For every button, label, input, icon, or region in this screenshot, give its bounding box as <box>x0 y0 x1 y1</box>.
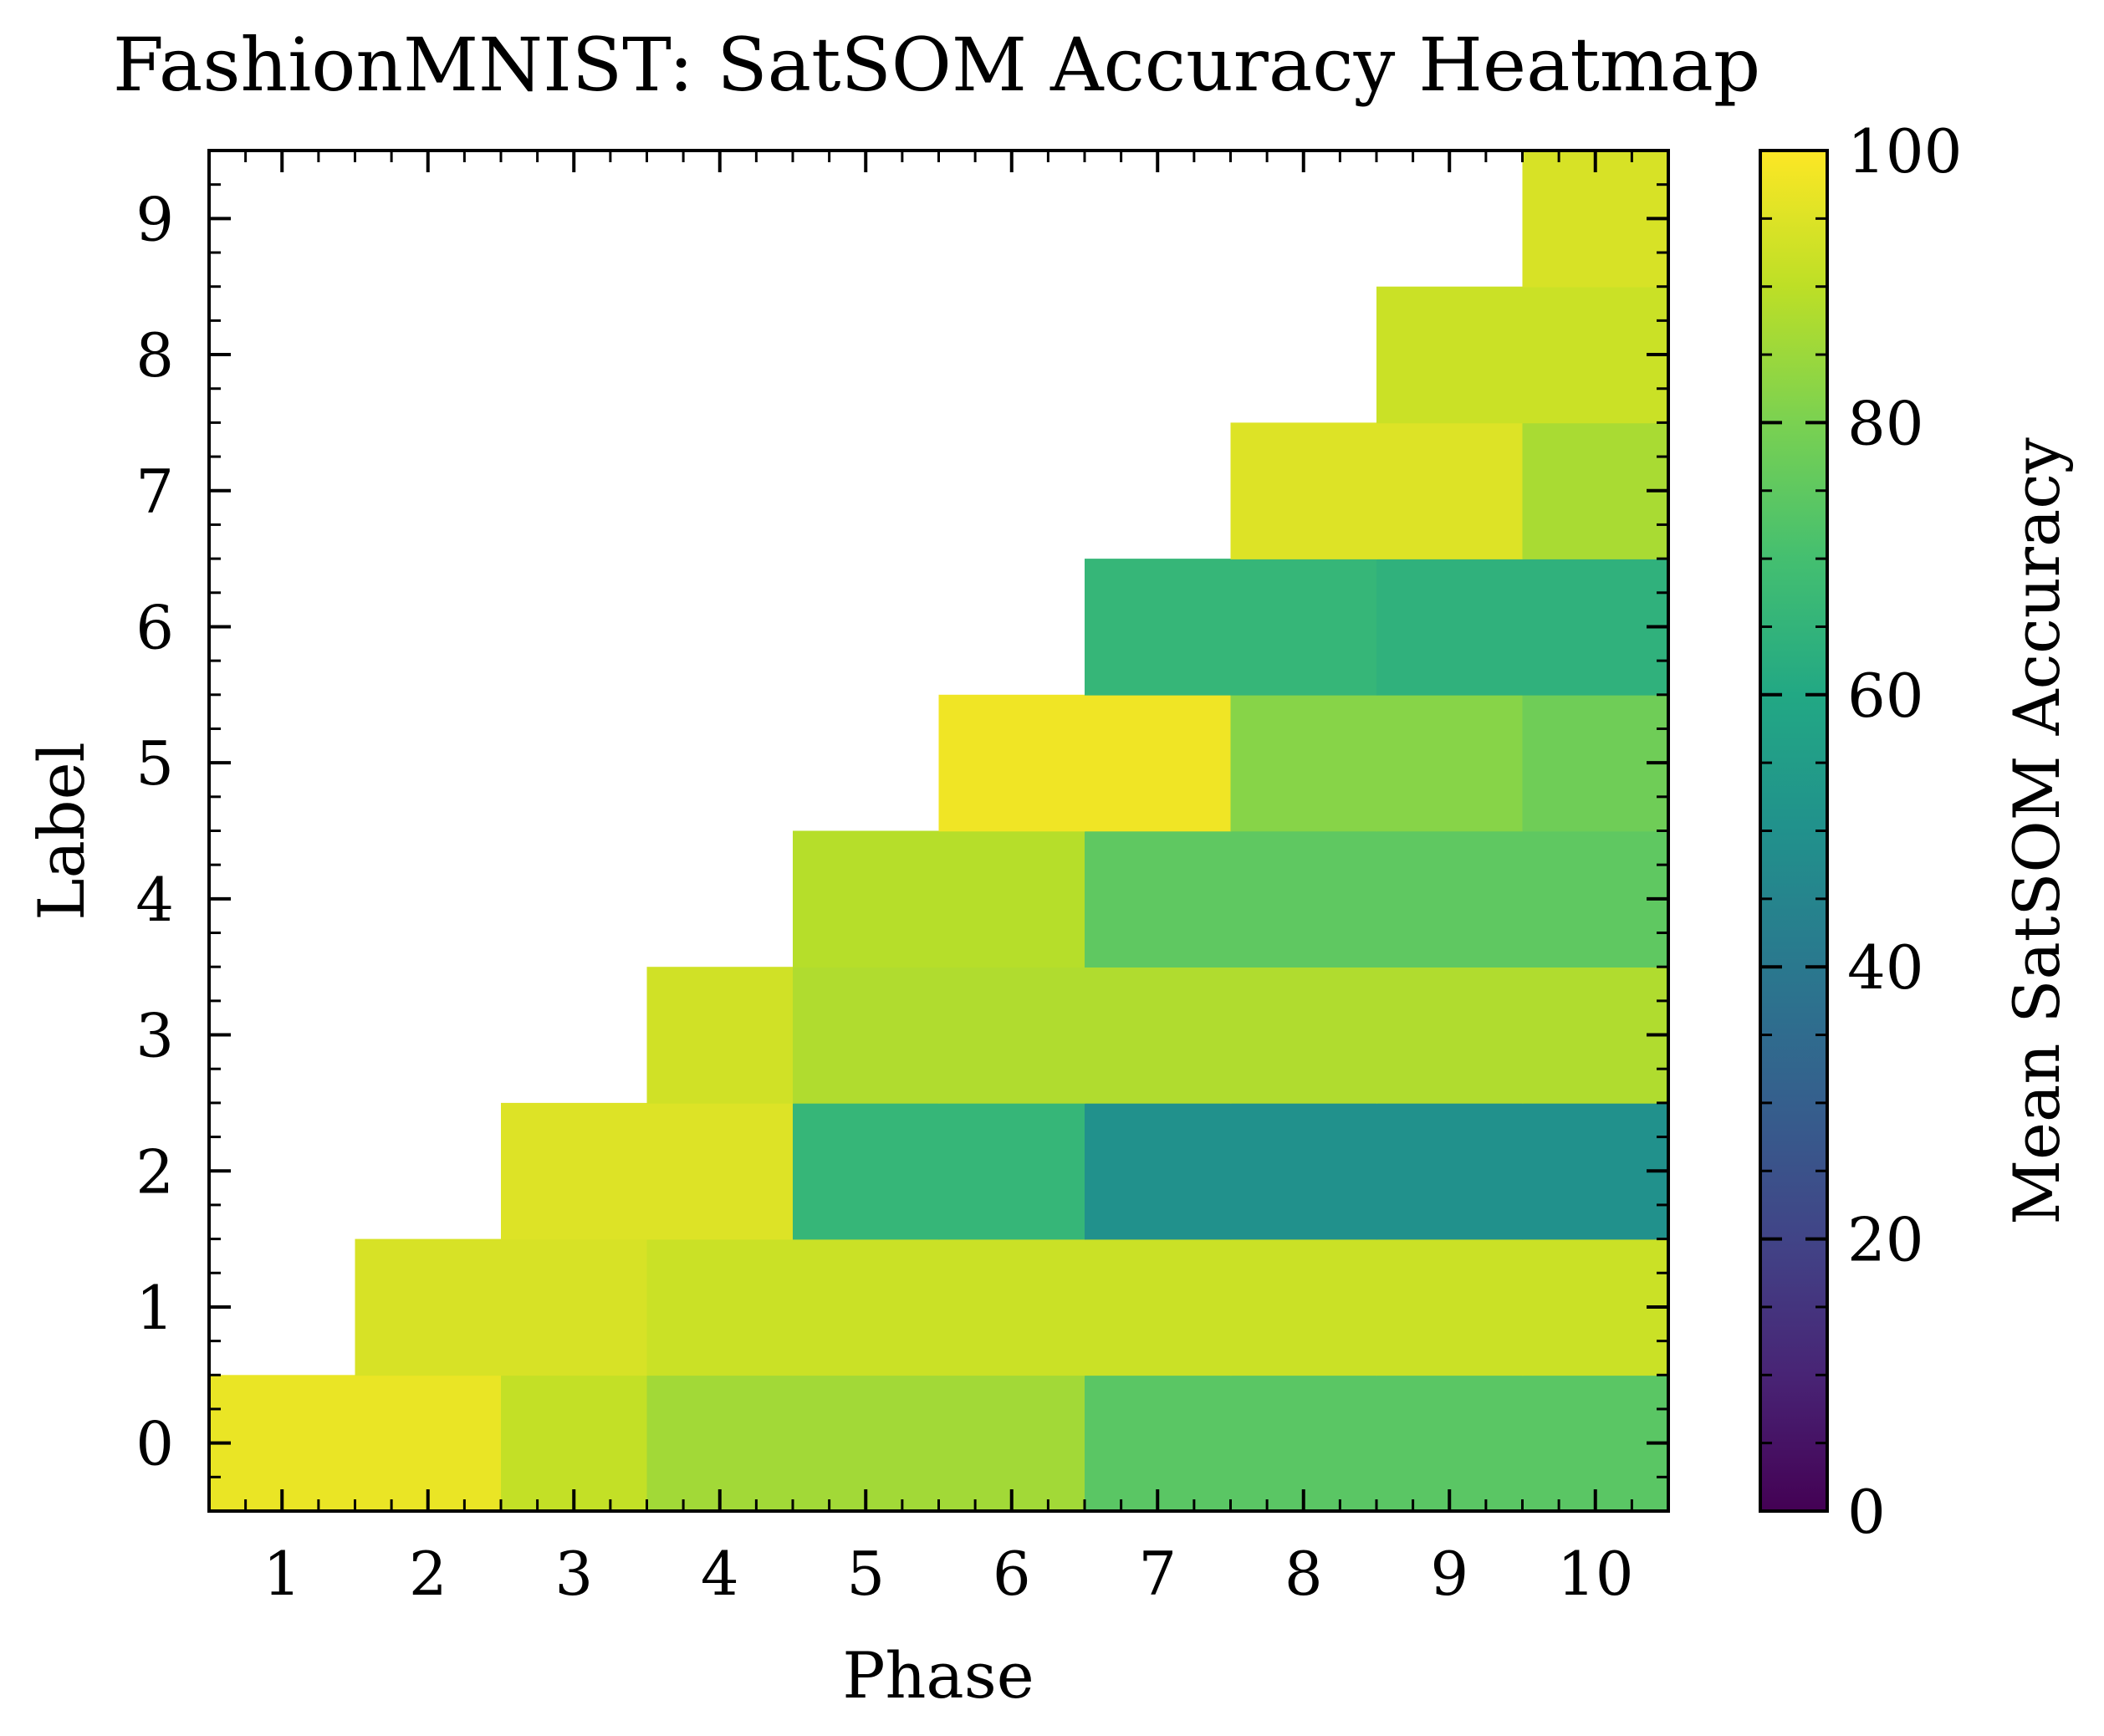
heatmap-cell <box>1376 694 1524 832</box>
y-tick-label: 2 <box>135 1136 174 1207</box>
colorbar-frame <box>1759 149 1829 1513</box>
x-tick-label: 9 <box>1430 1539 1468 1609</box>
heatmap-cells <box>209 151 1669 1512</box>
heatmap-cell <box>1522 1102 1669 1240</box>
heatmap-cell <box>1522 830 1669 968</box>
heatmap-cell <box>1522 694 1669 832</box>
heatmap-cell <box>1230 1375 1377 1512</box>
heatmap-cell <box>209 1375 356 1512</box>
heatmap-cell <box>1376 559 1524 696</box>
x-axis-label: Phase <box>842 1638 1034 1713</box>
heatmap-cell <box>1376 967 1524 1104</box>
heatmap-cell <box>1085 1102 1232 1240</box>
colorbar-label: Mean SatSOM Accuracy <box>1999 437 2074 1225</box>
colorbar-tick-label: 100 <box>1847 116 1962 186</box>
y-tick-label: 6 <box>135 592 174 662</box>
heatmap-cell <box>1522 1375 1669 1512</box>
y-tick-label: 5 <box>135 728 174 799</box>
heatmap-cell <box>1376 286 1524 424</box>
heatmap-cell <box>646 967 794 1104</box>
heatmap-cell <box>938 1375 1085 1512</box>
heatmap-cell <box>1522 967 1669 1104</box>
x-tick-label: 6 <box>993 1539 1031 1609</box>
heatmap-cell <box>793 830 940 968</box>
heatmap-cell <box>1376 1375 1524 1512</box>
heatmap-cell <box>1522 1238 1669 1376</box>
x-tick-label: 5 <box>846 1539 885 1609</box>
x-tick-labels: 1 2 3 4 5 6 7 8 9 10 <box>263 1539 1633 1609</box>
x-tick-label: 8 <box>1284 1539 1323 1609</box>
heatmap-cell <box>938 1102 1085 1240</box>
x-tick-label: 1 <box>263 1539 301 1609</box>
heatmap-cell <box>938 1238 1085 1376</box>
chart-title: FashionMNIST: SatSOM Accuracy Heatmap <box>113 22 1760 108</box>
y-tick-label: 0 <box>135 1409 174 1479</box>
x-tick-label: 3 <box>554 1539 593 1609</box>
heatmap-cell <box>1230 1238 1377 1376</box>
colorbar-tick-label: 40 <box>1847 932 1924 1003</box>
heatmap-cell <box>1230 967 1377 1104</box>
y-tick-label: 3 <box>135 1001 174 1071</box>
y-tick-label: 8 <box>135 320 174 391</box>
y-axis-label: Label <box>24 742 99 921</box>
heatmap-cell <box>1522 559 1669 696</box>
heatmap-cell <box>1376 1238 1524 1376</box>
y-tick-label: 4 <box>135 865 174 935</box>
heatmap-cell <box>646 1375 794 1512</box>
y-tick-label: 7 <box>135 457 174 527</box>
colorbar-tick-labels: 0 20 40 60 80 100 <box>1847 116 1962 1547</box>
heatmap-cell <box>501 1375 648 1512</box>
heatmap-cell <box>1230 422 1377 559</box>
heatmap-cell <box>355 1375 502 1512</box>
colorbar-tick-label: 80 <box>1847 388 1924 458</box>
heatmap-cell <box>501 1238 648 1376</box>
x-tick-label: 4 <box>701 1539 739 1609</box>
heatmap-cell <box>1376 830 1524 968</box>
heatmap-cell <box>501 1102 648 1240</box>
heatmap-cell <box>938 967 1085 1104</box>
plot-frame <box>207 149 1670 1513</box>
heatmap-cell <box>938 694 1085 832</box>
heatmap-cell <box>646 1238 794 1376</box>
heatmap-cell <box>1085 1375 1232 1512</box>
heatmap-cell <box>1085 967 1232 1104</box>
heatmap-cell <box>938 830 1085 968</box>
x-tick-label: 10 <box>1557 1539 1634 1609</box>
heatmap-cell <box>1376 422 1524 559</box>
y-tick-labels: 0 1 2 3 4 5 6 7 8 9 <box>135 184 174 1478</box>
heatmap-cell <box>1522 286 1669 424</box>
heatmap-cell <box>793 1238 940 1376</box>
heatmap-cell <box>1376 1102 1524 1240</box>
x-tick-label: 2 <box>409 1539 447 1609</box>
heatmap-cell <box>1230 559 1377 696</box>
heatmap-cell <box>1085 830 1232 968</box>
heatmap-cell <box>1085 1238 1232 1376</box>
heatmap-cell <box>1230 694 1377 832</box>
heatmap-cell <box>793 1375 940 1512</box>
colorbar-tick-label: 60 <box>1847 661 1924 731</box>
heatmap-cell <box>1085 559 1232 696</box>
heatmap-cell <box>1230 1102 1377 1240</box>
heatmap-cell <box>1230 830 1377 968</box>
y-tick-label: 1 <box>135 1273 174 1343</box>
heatmap-cell <box>1522 422 1669 559</box>
heatmap-cell <box>1522 151 1669 288</box>
heatmap-cell <box>646 1102 794 1240</box>
heatmap-cell <box>793 967 940 1104</box>
heatmap-cell <box>793 1102 940 1240</box>
y-tick-label: 9 <box>135 184 174 254</box>
colorbar-tick-label: 0 <box>1847 1477 1886 1547</box>
colorbar-tick-label: 20 <box>1847 1205 1924 1275</box>
heatmap-cell <box>1085 694 1232 832</box>
heatmap-cell <box>355 1238 502 1376</box>
x-tick-label: 7 <box>1138 1539 1177 1609</box>
